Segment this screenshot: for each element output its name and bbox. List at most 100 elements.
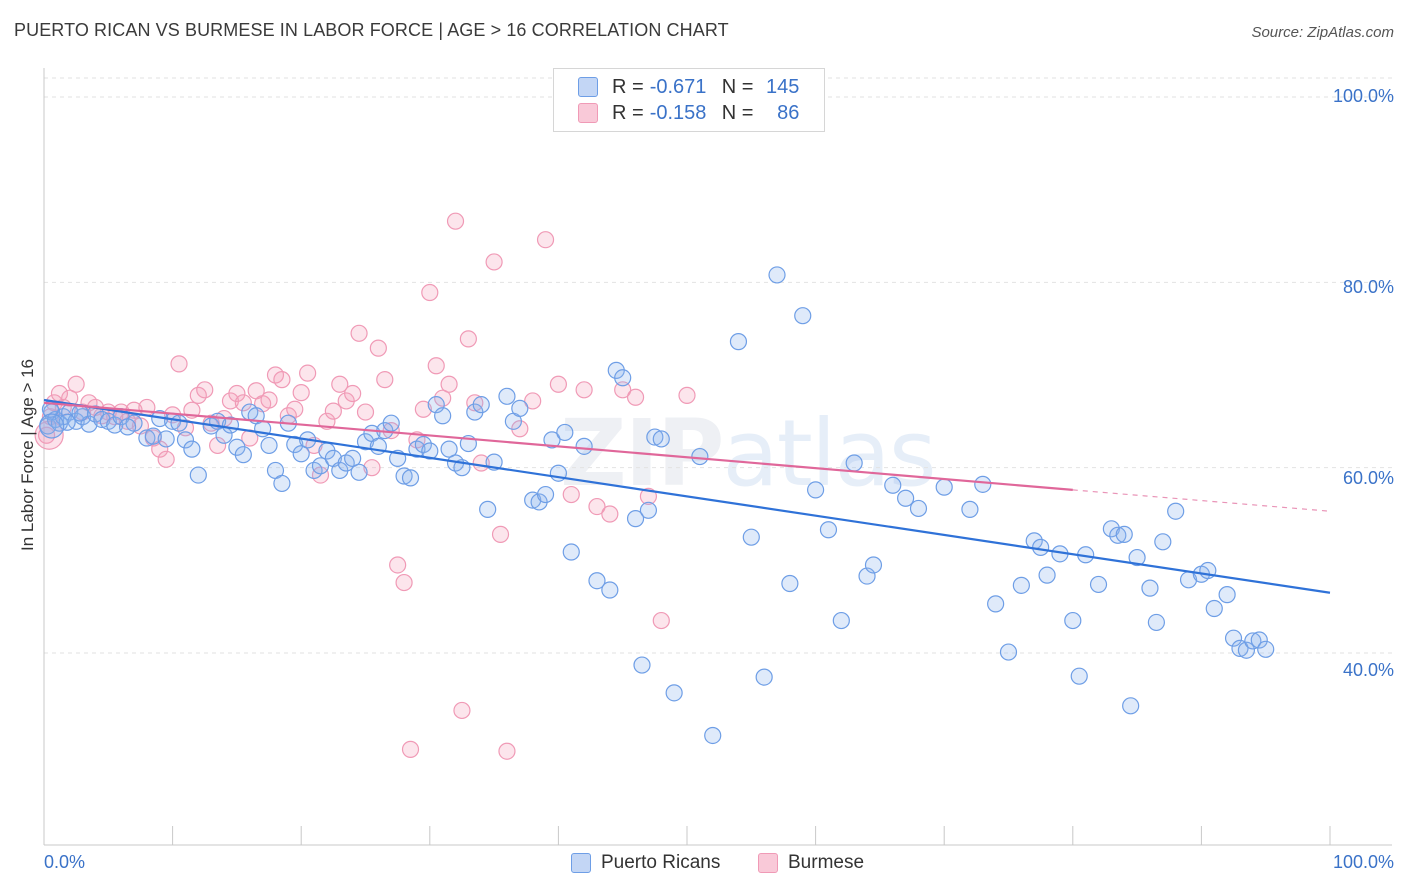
legend-item-burmese[interactable]: Burmese [758, 852, 864, 874]
legend-item-puerto-ricans[interactable]: Puerto Ricans [571, 852, 720, 874]
burmese-point [421, 283, 439, 302]
puerto-rican-point [556, 423, 574, 442]
burmese-point [292, 384, 310, 402]
chart-title: PUERTO RICAN VS BURMESE IN LABOR FORCE |… [14, 20, 729, 40]
puerto-rican-point [1205, 599, 1223, 618]
burmese-point [459, 330, 477, 348]
x-tick-100: 100.0% [1332, 852, 1394, 872]
burmese-point [639, 487, 658, 505]
puerto-rican-point [395, 467, 413, 485]
puerto-rican-point [633, 656, 651, 674]
puerto-rican-point [1250, 631, 1268, 649]
puerto-rican-point [1102, 520, 1120, 538]
burmese-point [446, 212, 465, 230]
puerto-rican-point [1070, 667, 1088, 685]
puerto-rican-point [1089, 575, 1108, 594]
puerto-rican-point [1237, 641, 1256, 659]
puerto-rican-point [536, 485, 555, 504]
puerto-rican-point [639, 501, 658, 519]
burmese-point [344, 384, 362, 403]
burmese-point [678, 386, 696, 404]
y-tick-40: 40.0% [1342, 660, 1394, 680]
burmese-point [234, 394, 252, 412]
burmese-point [286, 400, 304, 418]
puerto-rican-point [704, 726, 722, 745]
gridlines [44, 77, 1392, 654]
puerto-rican-point [479, 500, 497, 518]
legend-label: Burmese [788, 852, 865, 873]
puerto-rican-point [742, 528, 760, 546]
puerto-rican-point [144, 427, 162, 445]
puerto-rican-point [311, 457, 330, 475]
puerto-rican-point [1109, 526, 1127, 544]
n-label: N = [721, 101, 754, 124]
pink-swatch [758, 853, 778, 873]
burmese-point [453, 701, 471, 720]
burmese-trend-extension [1072, 489, 1331, 512]
burmese-point [356, 403, 375, 421]
burmese-point [376, 371, 394, 389]
puerto-rican-point [1038, 566, 1056, 584]
y-tick-60: 60.0% [1342, 468, 1394, 488]
burmese-point [209, 436, 227, 455]
burmese-points [34, 212, 696, 760]
puerto-rican-point [935, 478, 953, 496]
y-tick-100: 100.0% [1332, 86, 1394, 106]
puerto-rican-trend-line [43, 398, 1331, 594]
burmese-point [652, 611, 670, 630]
puerto-rican-point [93, 410, 111, 429]
burmese-point [228, 384, 246, 403]
puerto-rican-point [794, 307, 812, 325]
puerto-rican-point-large [39, 413, 65, 439]
puerto-rican-point [1115, 525, 1133, 543]
puerto-rican-point [588, 572, 606, 590]
puerto-rican-point [768, 266, 786, 284]
puerto-rican-point [665, 684, 683, 702]
pink-swatch [578, 103, 598, 123]
puerto-rican-point [170, 414, 188, 432]
burmese-point [562, 485, 580, 504]
puerto-rican-point [292, 445, 310, 463]
legend-row-puerto-ricans: R = -0.671 N = 145 [578, 74, 799, 100]
burmese-point [331, 375, 349, 393]
puerto-rican-point [1128, 548, 1146, 567]
puerto-rican-point [999, 643, 1018, 661]
puerto-rican-point [440, 440, 458, 458]
burmese-point [273, 371, 291, 389]
r-label: R = [612, 75, 644, 98]
puerto-rican-point [1147, 613, 1165, 632]
puerto-rican-point [176, 431, 195, 449]
puerto-rican-point [691, 447, 709, 466]
puerto-rican-point [974, 475, 992, 493]
puerto-rican-point [511, 399, 529, 417]
puerto-rican-point [646, 428, 664, 446]
n-label: N = [721, 75, 754, 98]
burmese-point [588, 497, 606, 516]
burmese-point [414, 400, 432, 418]
puerto-rican-point [806, 481, 825, 499]
puerto-rican-point [1224, 629, 1243, 647]
puerto-rican-point [884, 476, 902, 494]
burmese-point [395, 573, 413, 592]
puerto-rican-point [562, 543, 580, 561]
puerto-rican-point [1012, 576, 1030, 594]
burmese-point [524, 392, 542, 410]
burmese-point [299, 364, 317, 382]
burmese-point [601, 505, 619, 523]
burmese-point [485, 253, 503, 271]
burmese-point [614, 381, 632, 399]
puerto-rican-point [1231, 639, 1249, 657]
puerto-rican-point [234, 446, 252, 464]
r-label: R = [612, 101, 644, 124]
puerto-rican-point [344, 449, 362, 467]
puerto-rican-point [1244, 632, 1262, 650]
burmese-point [324, 402, 342, 420]
puerto-rican-point [157, 430, 175, 448]
puerto-rican-point [626, 510, 645, 528]
puerto-rican-point [575, 437, 593, 455]
burmese-point [434, 389, 452, 407]
puerto-rican-point [832, 611, 850, 630]
puerto-rican-point [1032, 538, 1050, 556]
burmese-point [196, 381, 214, 399]
